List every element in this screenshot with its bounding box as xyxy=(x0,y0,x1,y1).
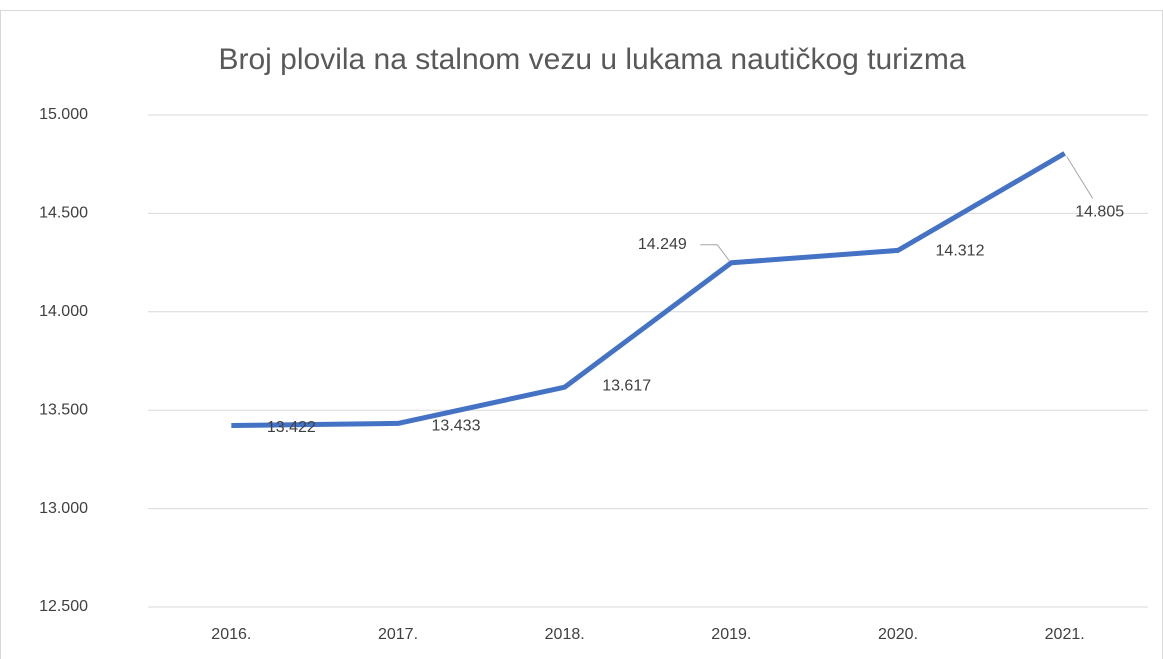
y-tick-label: 15.000 xyxy=(39,106,88,123)
chart-title: Broj plovila na stalnom vezu u lukama na… xyxy=(218,43,965,76)
y-tick-label: 13.000 xyxy=(39,500,88,517)
x-tick-label: 2020. xyxy=(878,626,918,643)
y-tick-label: 13.500 xyxy=(39,401,88,418)
x-tick-label: 2021. xyxy=(1045,626,1085,643)
y-tick-label: 14.000 xyxy=(39,303,88,320)
x-tick-label: 2016. xyxy=(211,626,251,643)
y-tick-label: 14.500 xyxy=(39,205,88,222)
x-tick-label: 2019. xyxy=(711,626,751,643)
data-label: 14.805 xyxy=(1075,204,1124,221)
data-label: 13.617 xyxy=(602,377,651,394)
x-tick-label: 2018. xyxy=(545,626,585,643)
y-tick-label: 12.500 xyxy=(39,598,88,615)
leader-line xyxy=(1066,156,1094,199)
data-label: 13.422 xyxy=(267,419,316,436)
data-label: 14.249 xyxy=(638,236,687,253)
leader-line xyxy=(700,244,730,262)
data-label: 13.433 xyxy=(432,418,481,435)
line xyxy=(231,151,1066,429)
chart-border xyxy=(0,10,1163,659)
x-tick-label: 2017. xyxy=(378,626,418,643)
data-label: 14.312 xyxy=(936,243,985,260)
